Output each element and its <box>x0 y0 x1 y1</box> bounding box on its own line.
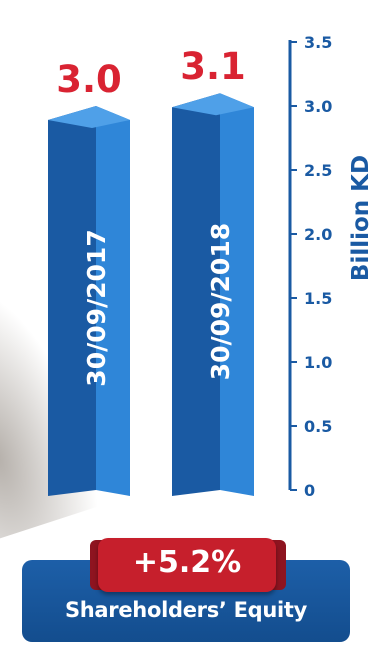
bar-top <box>172 93 254 116</box>
bar-chart: 30/09/2017 3.0 30/09/2018 3.1 0 0.5 1.0 1.5 2.0… <box>48 33 374 500</box>
metric-caption: Shareholders’ Equity <box>64 598 308 622</box>
data-value-label: 3.1 <box>180 45 246 88</box>
y-tick-label: 2.0 <box>304 225 332 244</box>
data-value-label: 3.0 <box>56 58 122 101</box>
y-axis: 0 0.5 1.0 1.5 2.0 2.5 3.0 3.5 <box>288 33 332 500</box>
bar: 30/09/2018 3.1 <box>172 45 254 496</box>
bars-group: 30/09/2017 3.0 30/09/2018 3.1 <box>48 45 254 496</box>
bar: 30/09/2017 3.0 <box>48 58 130 496</box>
y-tick-label: 1.5 <box>304 289 332 308</box>
change-ribbon: +5.2% <box>98 538 276 592</box>
y-tick-label: 0 <box>304 481 315 500</box>
bar-top <box>48 106 130 128</box>
bar-face-left <box>172 93 220 496</box>
change-value: +5.2% <box>132 545 242 580</box>
y-tick-label: 3.0 <box>304 97 332 116</box>
y-tick-label: 3.5 <box>304 33 332 52</box>
y-axis-ticks: 0 0.5 1.0 1.5 2.0 2.5 3.0 3.5 <box>290 33 332 500</box>
y-axis-title: Billion KD <box>348 155 374 281</box>
y-tick-label: 2.5 <box>304 161 332 180</box>
bar-face-right <box>220 93 254 496</box>
y-tick-label: 1.0 <box>304 353 332 372</box>
y-tick-label: 0.5 <box>304 417 332 436</box>
category-label: 30/09/2018 <box>206 223 235 380</box>
bar-face-left <box>48 106 96 496</box>
bar-face-right <box>96 106 130 496</box>
category-label: 30/09/2017 <box>82 229 111 386</box>
